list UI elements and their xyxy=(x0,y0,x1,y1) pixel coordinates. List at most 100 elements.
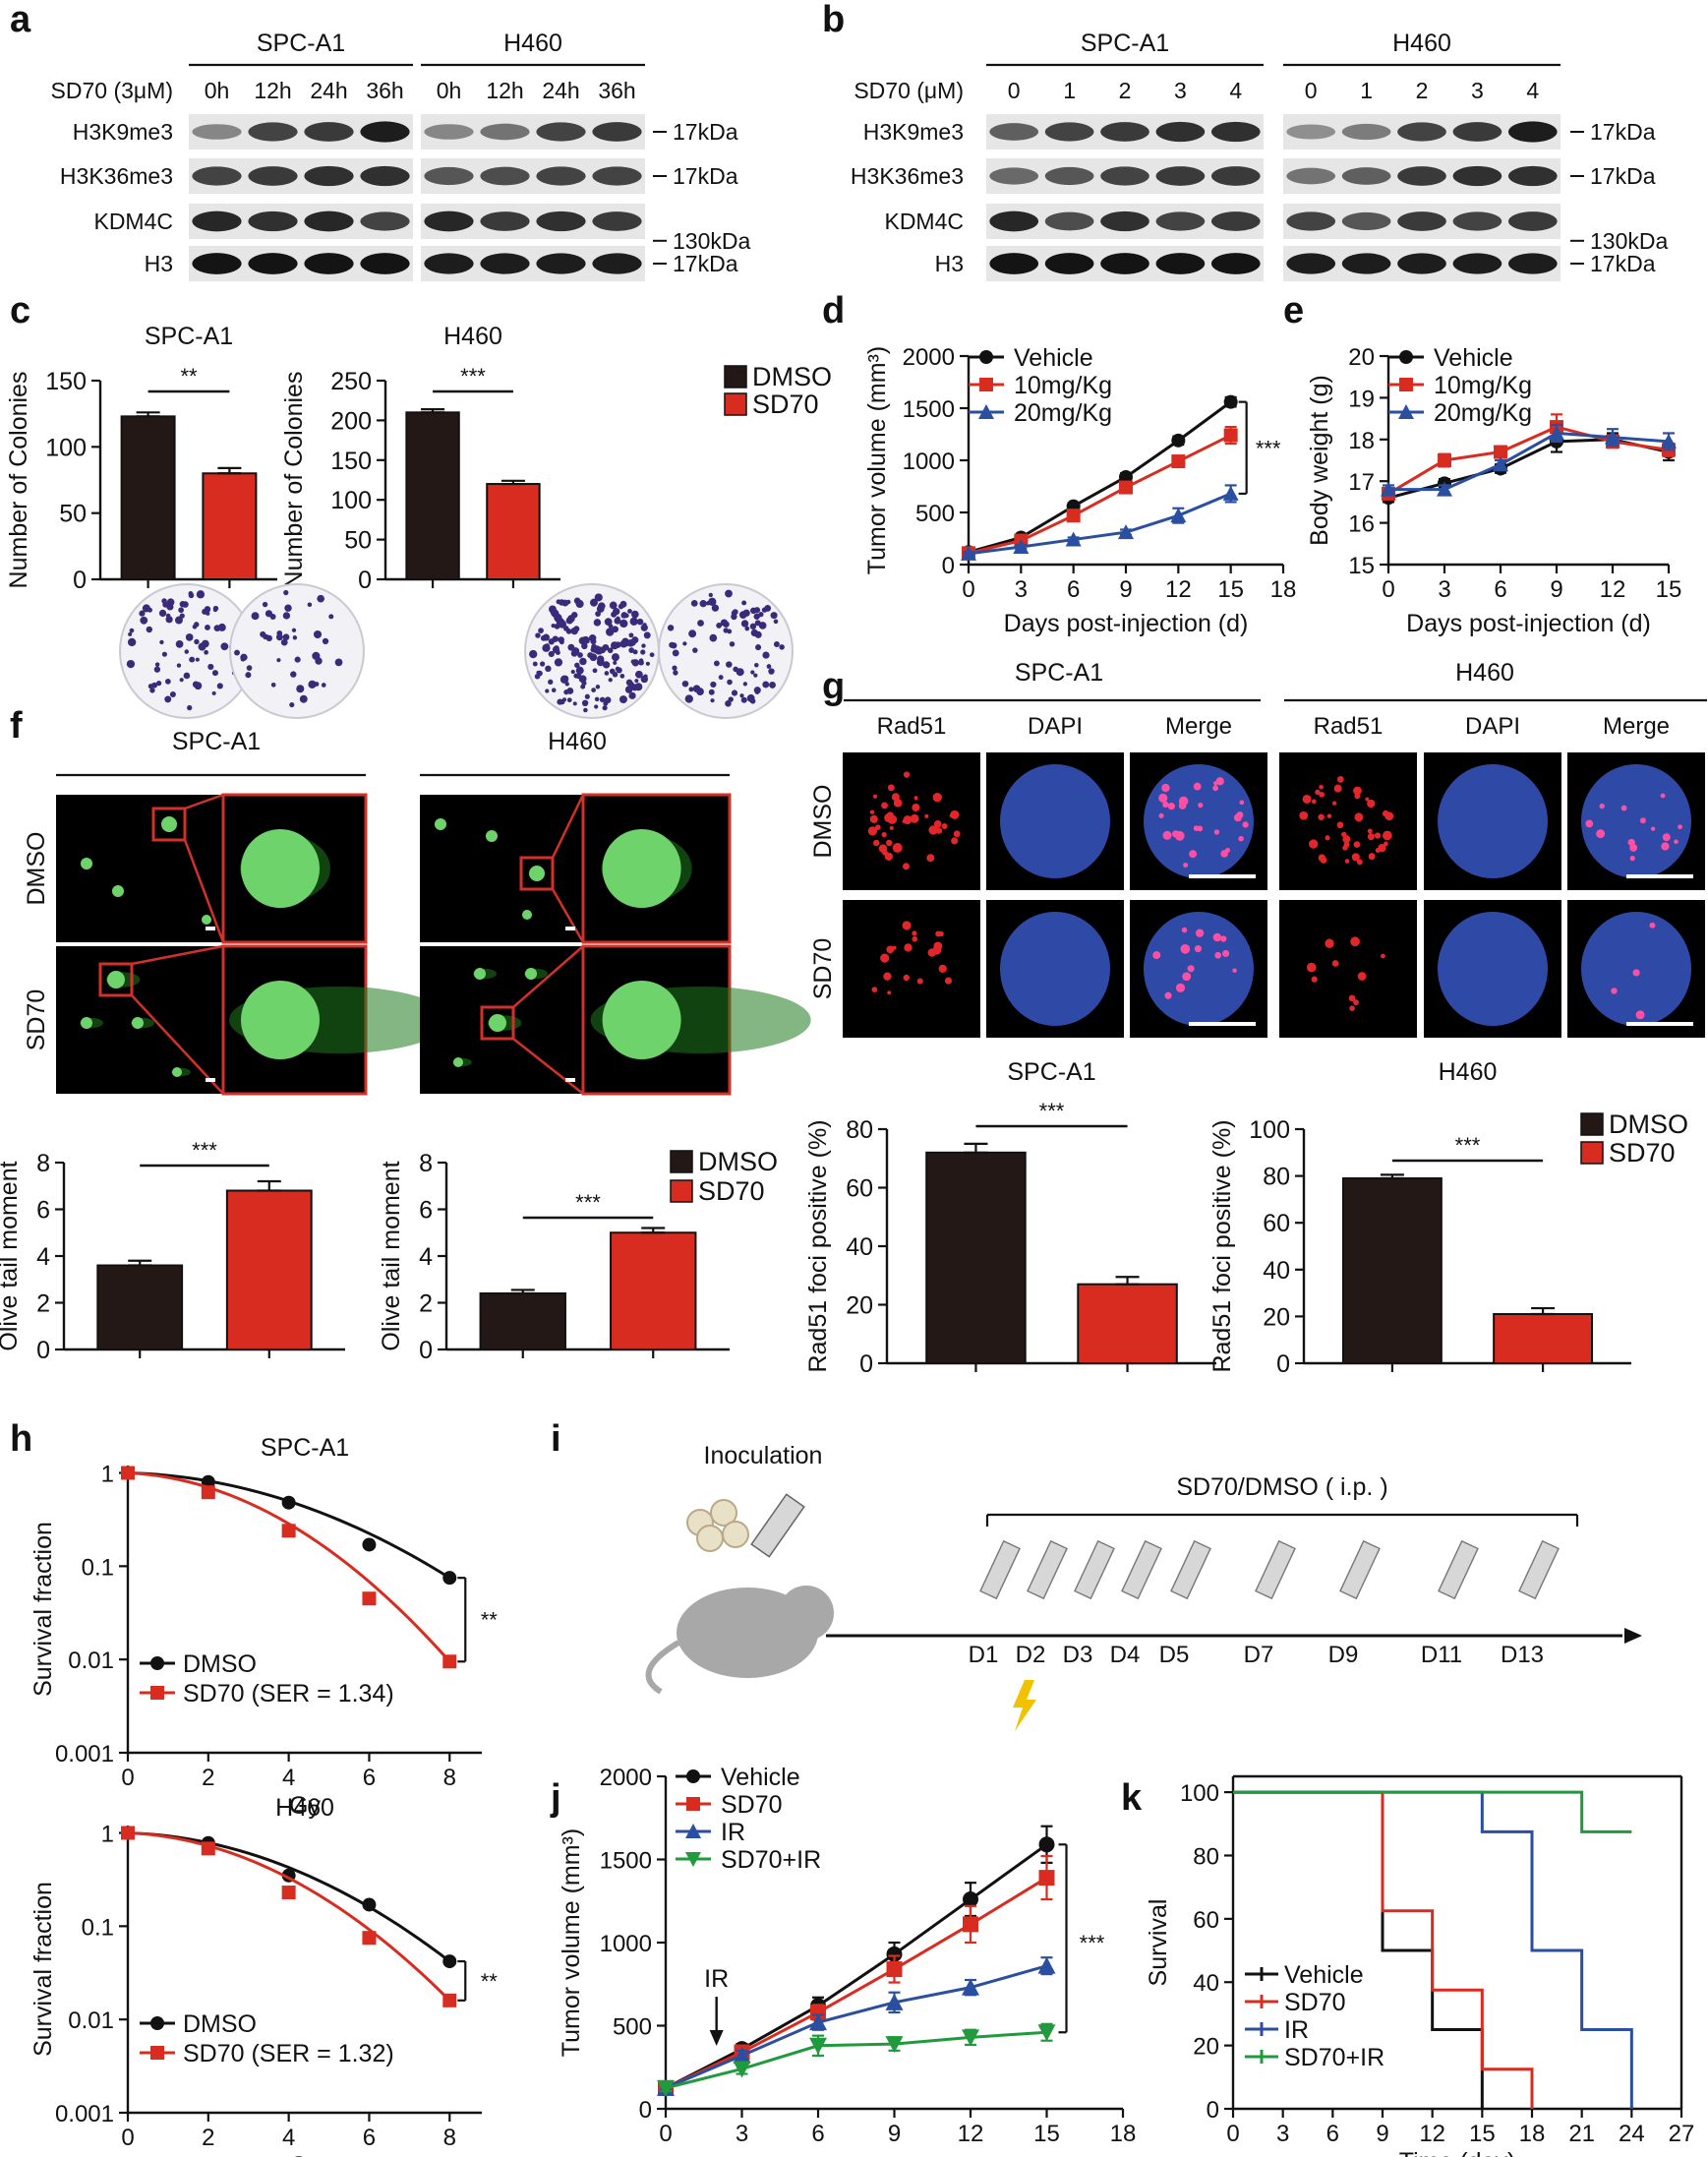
series-line-2 xyxy=(1388,431,1670,492)
colony xyxy=(723,628,729,633)
focus xyxy=(1213,829,1220,835)
focus xyxy=(1365,797,1370,802)
colony xyxy=(688,629,697,638)
panel-label: i xyxy=(551,1418,561,1460)
colony xyxy=(602,705,608,711)
line-chart-j: 0 500 1000 1500 2000 0 3 6 9 12 15 18 Days post-inje… xyxy=(558,1764,1136,2157)
data-point xyxy=(1171,433,1186,448)
y-tick-label: 4 xyxy=(419,1243,433,1271)
blot-band xyxy=(1452,211,1502,231)
colony xyxy=(681,680,689,688)
bar-dmso xyxy=(120,415,176,580)
km-curve-3 xyxy=(1233,1790,1632,1833)
comet-head xyxy=(602,981,681,1059)
panel-label: c xyxy=(10,290,30,331)
lane-label: 3 xyxy=(1471,78,1484,103)
y-tick-label: 0 xyxy=(419,1337,433,1364)
colony xyxy=(632,649,638,655)
x-tick-label: 12 xyxy=(1600,576,1626,603)
colony xyxy=(260,630,266,637)
zoom-line xyxy=(512,945,584,1008)
colony xyxy=(608,624,614,629)
x-axis-label: Gy xyxy=(289,1792,321,1820)
x-tick-label: 9 xyxy=(1119,576,1132,603)
panel-label: a xyxy=(10,0,31,40)
bar-sd70 xyxy=(486,483,541,581)
y-tick-label: 1500 xyxy=(600,1848,652,1875)
focus xyxy=(902,818,908,824)
focus xyxy=(1639,817,1646,824)
colony xyxy=(770,612,778,620)
bar-dmso xyxy=(925,1151,1027,1365)
blot-band xyxy=(536,166,586,186)
bar-sd70 xyxy=(1077,1283,1178,1365)
y-axis-label: Tumor volume (mm³) xyxy=(558,1828,585,2057)
y-tick-label: 40 xyxy=(1193,1970,1219,1997)
y-tick-label: 40 xyxy=(846,1233,873,1261)
focus xyxy=(885,839,893,847)
focus xyxy=(924,813,929,818)
focus xyxy=(882,849,888,856)
focus xyxy=(938,964,947,973)
colony xyxy=(682,641,687,646)
day-label: D4 xyxy=(1110,1642,1141,1668)
chart-title: SPC-A1 xyxy=(145,323,233,350)
syringe-icon xyxy=(1438,1539,1479,1600)
blot-band xyxy=(248,210,298,232)
y-tick-label: 80 xyxy=(1263,1164,1290,1191)
colony xyxy=(769,681,776,689)
data-point xyxy=(121,1466,135,1480)
blot-band xyxy=(1397,166,1446,186)
focus xyxy=(902,921,912,930)
focus xyxy=(1629,844,1638,852)
colony xyxy=(284,604,292,612)
focus xyxy=(1161,783,1170,793)
x-tick-label: 9 xyxy=(1550,576,1562,603)
if-sd70-3 xyxy=(1279,900,1417,1038)
focus xyxy=(1353,841,1361,848)
colony xyxy=(565,617,573,625)
colony xyxy=(211,690,216,695)
if-dmso-4 xyxy=(1424,752,1561,890)
colony xyxy=(149,688,155,693)
colony xyxy=(211,670,218,677)
x-tick-label: 12 xyxy=(1165,576,1192,603)
scale-bar xyxy=(206,1078,215,1082)
syringe-icon xyxy=(979,1539,1021,1600)
focus xyxy=(872,794,878,799)
y-tick-label: 250 xyxy=(330,368,372,395)
syringe-icon xyxy=(1339,1539,1381,1600)
mouse-tail-icon xyxy=(645,1640,680,1695)
colony xyxy=(624,686,633,693)
colony xyxy=(291,628,297,632)
colony xyxy=(638,659,644,666)
focus xyxy=(1178,802,1187,809)
x-tick-label: 0 xyxy=(962,576,974,603)
lane-label: 0h xyxy=(205,78,230,103)
colony xyxy=(571,647,580,655)
focus xyxy=(1354,793,1361,800)
lane-label: 0 xyxy=(1305,78,1318,103)
focus xyxy=(886,945,895,954)
nucleus xyxy=(1438,912,1548,1026)
y-axis-label: Body weight (g) xyxy=(1306,375,1333,546)
colony xyxy=(758,622,767,629)
blot-band xyxy=(248,166,298,186)
y-tick-label: 2 xyxy=(419,1290,433,1318)
focus xyxy=(1315,789,1321,795)
y-axis-label: Number of Colonies xyxy=(5,372,32,589)
focus xyxy=(1299,810,1309,820)
kda-label: 17kDa xyxy=(673,119,738,145)
colony xyxy=(736,668,744,677)
y-tick-label: 6 xyxy=(419,1197,433,1225)
colony xyxy=(754,630,762,638)
y-tick-label: 0 xyxy=(358,567,372,594)
colony xyxy=(667,625,675,631)
bar-chart-c-h460: 0 50 100 150 200 250 Number of Colonies *** H460… xyxy=(280,323,832,594)
colony xyxy=(583,707,588,713)
plate xyxy=(658,583,794,719)
blot-band xyxy=(1341,211,1391,231)
colony xyxy=(590,646,597,653)
if-sd70-4 xyxy=(1424,900,1561,1038)
